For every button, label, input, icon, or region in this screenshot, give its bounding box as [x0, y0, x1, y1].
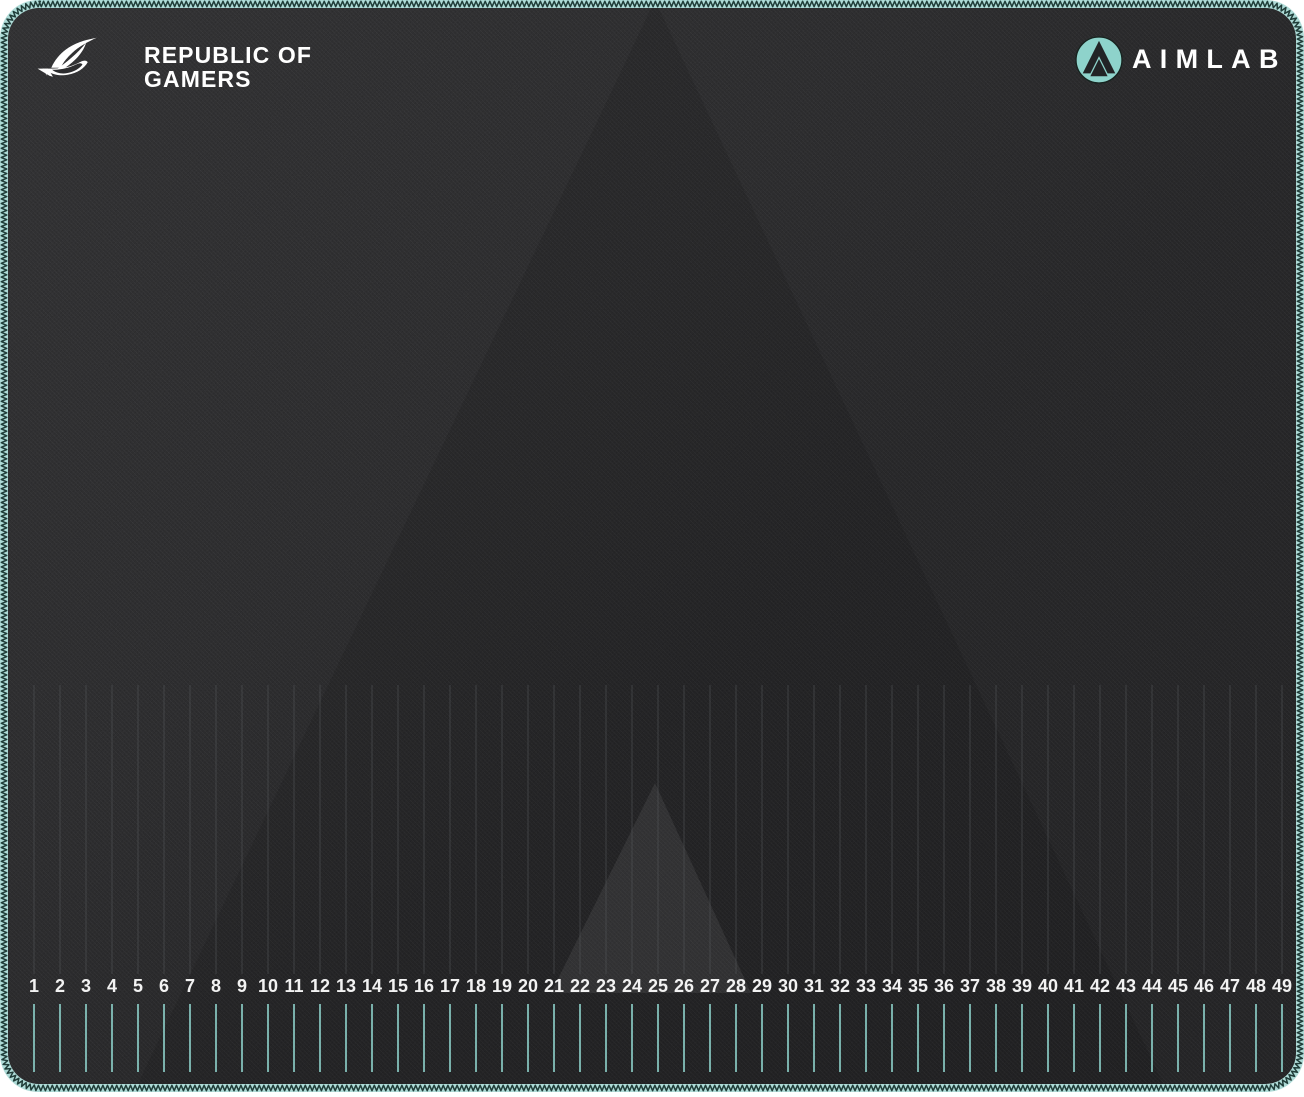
svg-text:14: 14	[362, 976, 382, 996]
svg-text:6: 6	[159, 976, 169, 996]
svg-text:26: 26	[674, 976, 694, 996]
svg-text:22: 22	[570, 976, 590, 996]
svg-text:36: 36	[934, 976, 954, 996]
svg-text:3: 3	[81, 976, 91, 996]
svg-text:33: 33	[856, 976, 876, 996]
svg-text:4: 4	[107, 976, 117, 996]
svg-text:21: 21	[544, 976, 564, 996]
svg-text:40: 40	[1038, 976, 1058, 996]
svg-text:34: 34	[882, 976, 902, 996]
svg-text:5: 5	[133, 976, 143, 996]
svg-text:15: 15	[388, 976, 408, 996]
svg-text:49: 49	[1272, 976, 1292, 996]
svg-text:42: 42	[1090, 976, 1110, 996]
svg-text:7: 7	[185, 976, 195, 996]
svg-text:25: 25	[648, 976, 668, 996]
svg-text:30: 30	[778, 976, 798, 996]
svg-text:39: 39	[1012, 976, 1032, 996]
svg-text:2: 2	[55, 976, 65, 996]
svg-text:REPUBLIC OF: REPUBLIC OF	[144, 42, 312, 68]
svg-text:32: 32	[830, 976, 850, 996]
svg-text:31: 31	[804, 976, 824, 996]
svg-text:8: 8	[211, 976, 221, 996]
svg-text:18: 18	[466, 976, 486, 996]
svg-text:41: 41	[1064, 976, 1084, 996]
svg-text:35: 35	[908, 976, 928, 996]
svg-text:23: 23	[596, 976, 616, 996]
svg-text:1: 1	[29, 976, 39, 996]
svg-text:44: 44	[1142, 976, 1162, 996]
svg-text:47: 47	[1220, 976, 1240, 996]
svg-text:12: 12	[310, 976, 330, 996]
svg-text:46: 46	[1194, 976, 1214, 996]
svg-text:29: 29	[752, 976, 772, 996]
svg-text:43: 43	[1116, 976, 1136, 996]
svg-text:20: 20	[518, 976, 538, 996]
svg-text:13: 13	[336, 976, 356, 996]
svg-text:AIMLAB: AIMLAB	[1132, 44, 1287, 74]
svg-text:27: 27	[700, 976, 720, 996]
svg-text:24: 24	[622, 976, 642, 996]
svg-text:10: 10	[258, 976, 278, 996]
svg-text:48: 48	[1246, 976, 1266, 996]
svg-text:11: 11	[284, 976, 303, 996]
svg-text:38: 38	[986, 976, 1006, 996]
svg-text:9: 9	[237, 976, 247, 996]
svg-text:37: 37	[960, 976, 980, 996]
svg-text:17: 17	[440, 976, 460, 996]
svg-text:GAMERS: GAMERS	[144, 66, 252, 92]
svg-text:16: 16	[414, 976, 434, 996]
svg-text:45: 45	[1168, 976, 1188, 996]
svg-text:28: 28	[726, 976, 746, 996]
svg-text:19: 19	[492, 976, 512, 996]
